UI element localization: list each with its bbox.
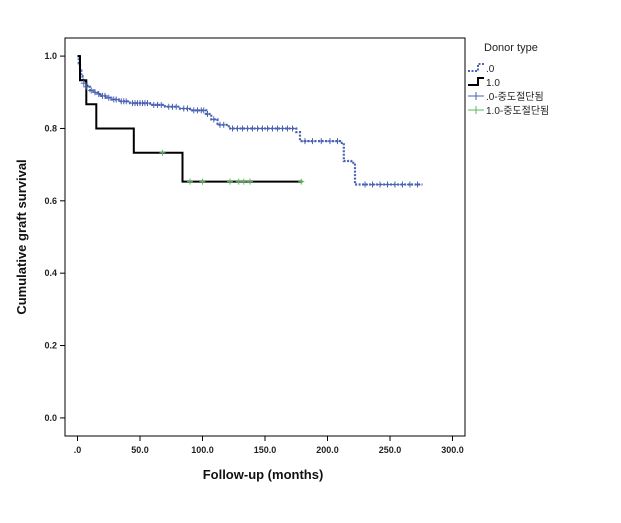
- series-0-censor-mark: [95, 91, 102, 98]
- legend-entry: 1.0: [468, 77, 500, 89]
- series-0-censor-mark: [414, 181, 421, 188]
- series-0-censor-mark: [204, 110, 211, 117]
- legend-label: 1.0-중도절단됨: [486, 104, 549, 117]
- series-0-censor-mark: [289, 125, 296, 132]
- series-0-censor-mark: [309, 138, 316, 145]
- legend-label: .0: [486, 64, 495, 75]
- series-0-censor-mark: [80, 80, 87, 87]
- y-tick-label: 0.6: [44, 196, 57, 206]
- series-0-censor-mark: [158, 101, 165, 108]
- y-tick-label: 0.8: [44, 123, 57, 133]
- x-tick-label: 300.0: [441, 445, 464, 455]
- series-0-censor-mark: [184, 105, 191, 112]
- series-1-censor-mark: [227, 178, 233, 185]
- y-axis-title: Cumulative graft survival: [14, 159, 29, 314]
- x-tick-label: 50.0: [131, 445, 149, 455]
- series-0-censor-mark: [362, 181, 368, 188]
- x-tick-label: 200.0: [316, 445, 339, 455]
- legend-label: 1.0: [486, 78, 500, 89]
- series-0-censor-mark: [318, 138, 325, 145]
- series-0-censor-mark: [399, 181, 406, 188]
- y-tick-label: 0.2: [44, 341, 57, 351]
- legend-entry: 1.0-중도절단됨: [468, 104, 549, 117]
- x-tick-label: .0: [74, 445, 82, 455]
- legend-entry: .0-중도절단됨: [468, 90, 544, 103]
- series-1-censor-mark: [187, 178, 193, 185]
- y-tick-label: 1.0: [44, 51, 57, 61]
- legend-swatch: [468, 63, 484, 72]
- legend-swatch: [468, 77, 484, 86]
- series-0-censor-mark: [302, 138, 308, 145]
- series-0-censor-mark: [392, 181, 398, 188]
- series-0-censor-mark: [210, 116, 217, 123]
- legend-title: Donor type: [484, 42, 538, 54]
- legend-label: .0-중도절단됨: [486, 90, 544, 103]
- legend-entry: .0: [468, 63, 495, 75]
- series-0-censor-mark: [377, 181, 383, 188]
- series-0-censor-mark: [88, 87, 95, 94]
- series-0-censor-mark: [123, 98, 130, 105]
- censor-marks: [80, 80, 421, 188]
- x-tick-label: 150.0: [254, 445, 277, 455]
- series-0-censor-mark: [105, 94, 112, 101]
- x-axis: .0 50.0 100.0 150.0 200.0 250.0 300.0: [74, 436, 464, 455]
- series-1-censor-mark: [159, 149, 166, 156]
- y-tick-label: 0.0: [44, 413, 57, 423]
- series-0-censor-mark: [144, 100, 151, 107]
- y-tick-label: 0.4: [44, 268, 57, 278]
- legend-swatch: [468, 106, 484, 114]
- series-0-censor-mark: [384, 181, 391, 188]
- series-0-censor-mark: [92, 89, 98, 96]
- plot-area-frame: [64, 37, 466, 437]
- series-1-censor-mark: [298, 178, 305, 185]
- series-0-censor-mark: [327, 138, 333, 145]
- series-0-censor-mark: [113, 96, 120, 103]
- series-0-censor-mark: [220, 121, 227, 128]
- x-axis-title: Follow-up (months): [203, 467, 324, 482]
- series-0-censor-mark: [102, 92, 108, 99]
- x-tick-label: 250.0: [379, 445, 402, 455]
- y-axis: 0.0 0.2 0.4 0.6 0.8 1.0: [44, 51, 65, 423]
- x-tick-label: 100.0: [191, 445, 214, 455]
- series-1-censor-mark: [199, 178, 206, 185]
- series-0-censor-mark: [83, 83, 90, 90]
- series-1-censor-mark: [240, 178, 247, 185]
- series-0-censor-mark: [334, 138, 341, 145]
- series-0-censor-mark: [369, 181, 376, 188]
- series-0-censor-mark: [407, 181, 413, 188]
- series-0-censor-mark: [200, 107, 207, 114]
- series-1-censor-mark: [247, 178, 253, 185]
- series-0-censor-mark: [173, 103, 180, 110]
- series-1-line: [77, 55, 303, 183]
- legend-swatch: [468, 92, 484, 100]
